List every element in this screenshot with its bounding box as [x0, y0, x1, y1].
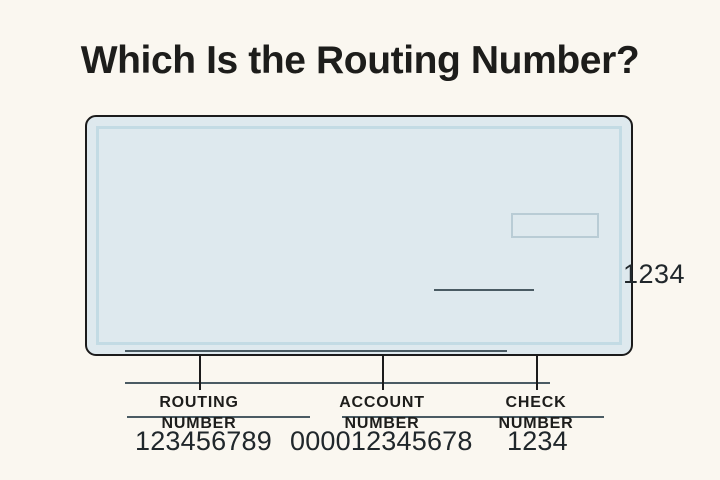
amount-box: [511, 213, 599, 238]
micr-check-number: 1234: [507, 426, 568, 456]
date-line: [434, 289, 534, 291]
check-number-top-right: 1234: [623, 259, 686, 289]
check-illustration: 1234 123456789 000012345678 1234: [85, 115, 685, 456]
micr-routing-number: 123456789: [135, 426, 272, 456]
memo-line: [127, 416, 310, 418]
callout-routing-line-1: ROUTING: [159, 394, 239, 411]
callout-check-line-1: CHECK: [505, 394, 567, 411]
payee-line: [125, 350, 507, 352]
callout-routing-number: ROUTING NUMBER: [89, 392, 309, 434]
callout-check-number: CHECK NUMBER: [426, 392, 646, 434]
callout-routing-line-2: NUMBER: [161, 415, 237, 432]
signature-line: [342, 416, 604, 418]
amount-words-line: [125, 382, 550, 384]
callout-account-line-1: ACCOUNT: [339, 394, 425, 411]
callout-account-number: ACCOUNT NUMBER: [272, 392, 492, 434]
micr-account-number: 000012345678: [290, 426, 473, 456]
leader-line-routing: [199, 356, 201, 390]
check-inner-border: [96, 126, 622, 345]
callout-check-line-2: NUMBER: [498, 415, 574, 432]
leader-line-account: [382, 356, 384, 390]
callout-account-line-2: NUMBER: [344, 415, 420, 432]
page-title: Which Is the Routing Number?: [80, 39, 640, 82]
leader-line-check: [536, 356, 538, 390]
micr-line: 123456789 000012345678 1234: [87, 425, 635, 459]
